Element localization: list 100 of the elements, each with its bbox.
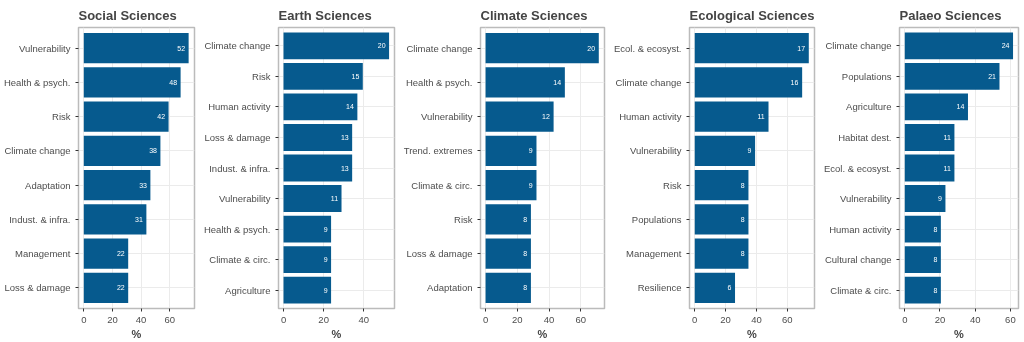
bar	[283, 154, 353, 182]
x-tick-label: 20	[512, 313, 523, 325]
bar	[694, 272, 736, 304]
y-tick-label: Populations	[841, 70, 892, 82]
y-tick-label: Climate & circ.	[830, 284, 892, 296]
bar	[485, 170, 537, 201]
x-tick-label: 0	[482, 313, 489, 325]
y-tick-label: Vulnerability	[219, 193, 271, 205]
bar	[485, 272, 531, 304]
x-tick-label: 0	[692, 313, 698, 325]
x-tick-label: 40	[969, 313, 981, 325]
bar	[283, 215, 332, 243]
bar	[485, 135, 537, 166]
bar	[83, 170, 151, 201]
x-tick-label: 0	[280, 313, 287, 325]
y-tick-label: Climate change	[615, 76, 682, 88]
x-axis-title: %	[131, 327, 142, 340]
x-axis-title: %	[537, 327, 548, 340]
y-tick-label: Ecol. & ecosyst.	[613, 42, 682, 54]
x-tick-label: 60	[1005, 313, 1016, 325]
bar	[83, 32, 189, 64]
bar	[904, 215, 941, 243]
bar	[904, 154, 955, 182]
bar	[694, 204, 749, 235]
bar	[283, 276, 332, 304]
bar	[83, 101, 169, 132]
bar	[83, 204, 147, 235]
y-tick-label: Vulnerability	[19, 42, 71, 54]
bar	[485, 101, 554, 132]
y-tick-label: Health & psych.	[405, 76, 473, 88]
x-axis-title: %	[954, 327, 965, 340]
bar	[283, 246, 332, 274]
bar	[904, 124, 955, 151]
bar	[485, 238, 531, 269]
y-tick-label: Management	[15, 248, 71, 260]
y-tick-label: Ecol. & ecosyst.	[823, 162, 892, 174]
y-tick-label: Climate change	[406, 42, 473, 54]
bar	[83, 135, 161, 166]
bar	[83, 238, 129, 269]
y-tick-label: Risk	[454, 213, 473, 225]
y-tick-label: Vulnerability	[421, 111, 473, 123]
y-tick-label: Adaptation	[427, 282, 473, 294]
x-tick-label: 40	[358, 313, 370, 325]
y-tick-label: Adaptation	[25, 179, 71, 191]
bar	[904, 32, 1014, 60]
bar	[283, 93, 358, 121]
bar	[694, 170, 749, 201]
bar	[485, 67, 565, 98]
y-tick-label: Agriculture	[225, 284, 271, 296]
bar	[485, 32, 599, 64]
y-tick-label: Climate change	[204, 40, 271, 52]
bar	[904, 93, 968, 121]
y-tick-label: Agriculture	[846, 101, 892, 113]
x-tick-label: 60	[575, 313, 587, 325]
x-tick-label: 0	[902, 313, 908, 325]
y-tick-label: Risk	[663, 179, 682, 191]
y-tick-label: Management	[626, 248, 682, 260]
y-tick-label: Climate & circ.	[411, 179, 473, 191]
y-tick-label: Populations	[631, 213, 682, 225]
y-tick-label: Cultural change	[824, 254, 892, 266]
bar	[694, 238, 749, 269]
bar	[904, 276, 941, 304]
y-tick-label: Health & psych.	[3, 76, 71, 88]
bar	[904, 62, 1000, 90]
chart-title: Ecological Sciences	[689, 7, 815, 23]
bar	[283, 185, 342, 212]
y-tick-label: Loss & damage	[204, 131, 271, 143]
y-tick-label: Climate & circ.	[209, 254, 271, 266]
x-axis-title: %	[747, 327, 758, 340]
x-tick-label: 40	[135, 313, 147, 325]
y-tick-label: Vulnerability	[840, 193, 892, 205]
y-tick-label: Human activity	[829, 223, 892, 235]
chart-title: Palaeo Sciences	[899, 7, 1002, 23]
y-tick-label: Climate change	[825, 40, 892, 52]
chart-title: Social Sciences	[78, 7, 177, 23]
y-tick-label: Risk	[52, 111, 71, 123]
y-tick-label: Climate change	[4, 145, 71, 157]
chart-title: Climate Sciences	[480, 7, 588, 23]
x-tick-label: 20	[107, 313, 118, 325]
y-tick-label: Indust. & infra.	[209, 162, 271, 174]
bar	[283, 62, 363, 90]
bar	[694, 32, 809, 64]
x-tick-label: 40	[751, 313, 762, 325]
x-tick-label: 20	[934, 313, 946, 325]
x-tick-label: 20	[318, 313, 329, 325]
bar	[694, 101, 769, 132]
x-tick-label: 0	[81, 313, 87, 325]
bar	[904, 185, 946, 212]
y-tick-label: Habitat dest.	[838, 131, 892, 143]
bar	[694, 135, 756, 166]
bar	[83, 67, 181, 98]
x-tick-label: 60	[782, 313, 793, 325]
y-tick-label: Resilience	[637, 282, 682, 294]
x-axis-title: %	[331, 327, 342, 340]
y-tick-label: Vulnerability	[630, 145, 682, 157]
y-tick-label: Indust. & infra.	[9, 213, 71, 225]
y-tick-label: Loss & damage	[406, 248, 473, 260]
bar	[694, 67, 803, 98]
x-tick-label: 40	[543, 313, 555, 325]
y-tick-label: Trend. extremes	[403, 145, 473, 157]
